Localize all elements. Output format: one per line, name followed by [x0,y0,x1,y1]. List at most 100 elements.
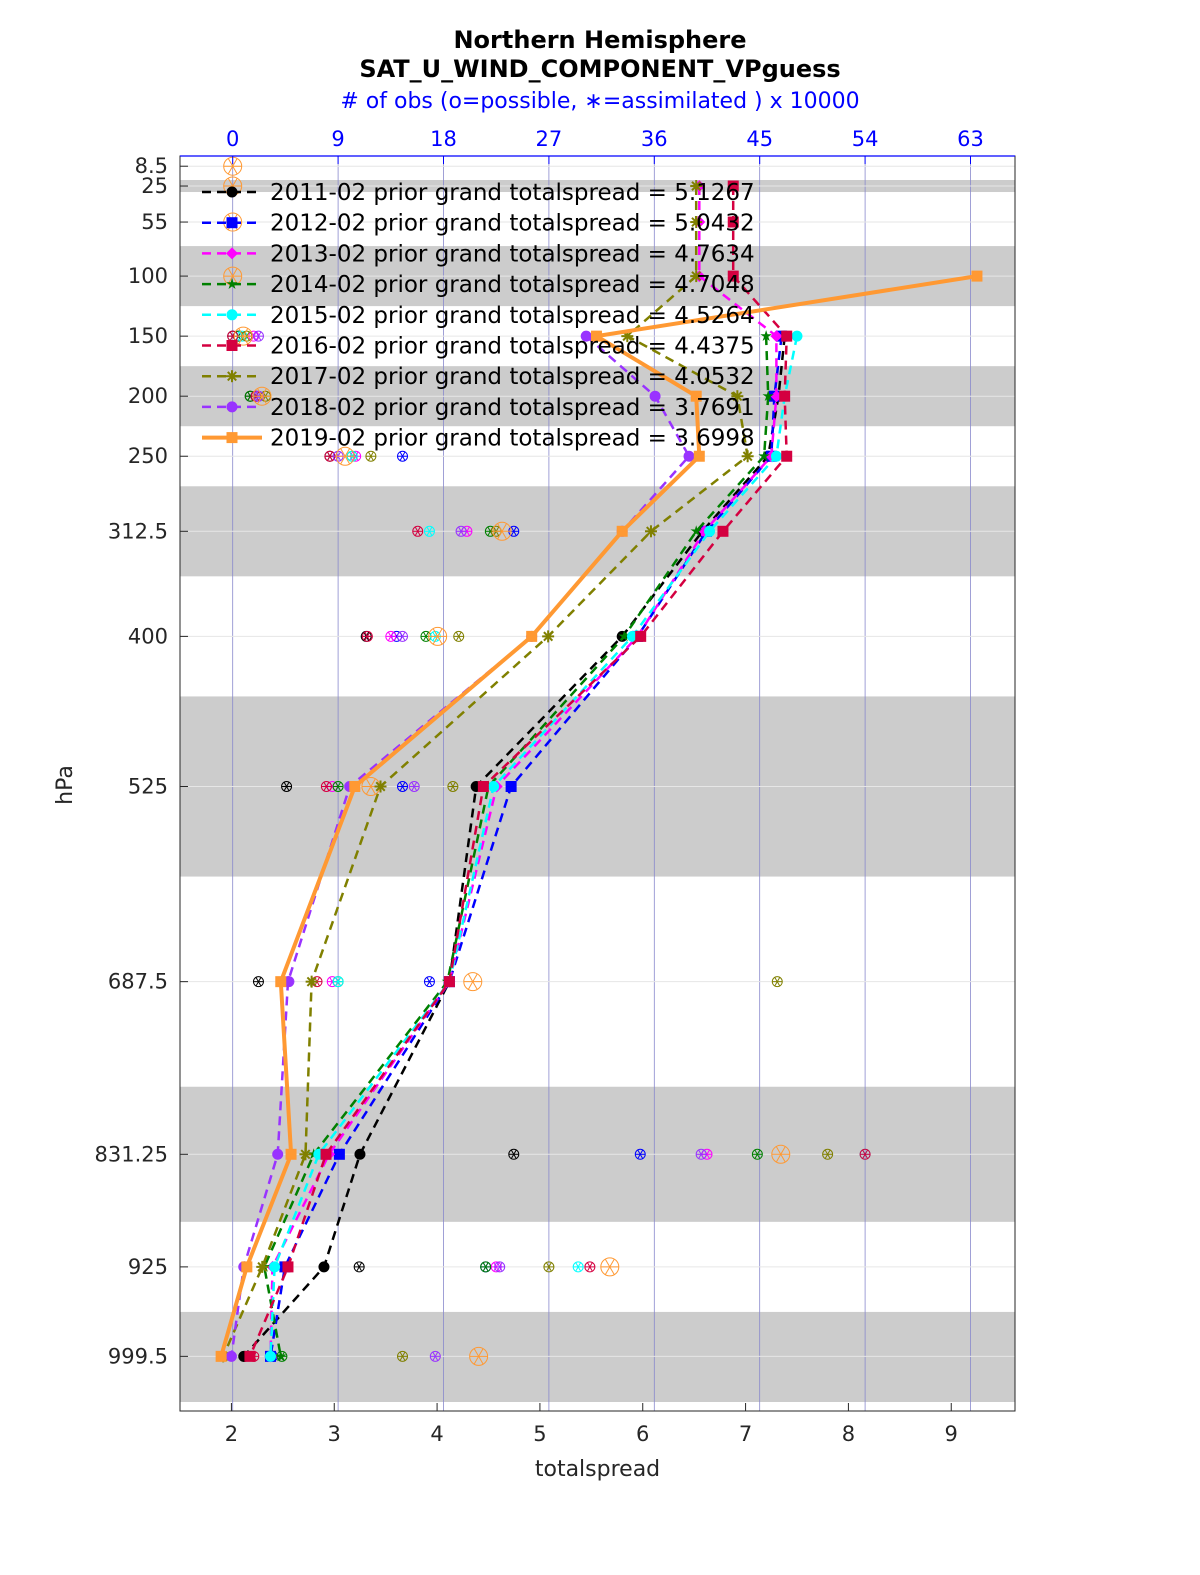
legend-entry: 2015-02 prior grand totalspread = 4.5264 [270,303,755,329]
obs-assimilated-star [255,331,262,341]
obs-assimilated-star [637,1149,644,1159]
obs-assimilated-star [775,1146,786,1163]
x-tick-label: 4 [430,1422,443,1446]
obs-assimilated-star [399,631,406,641]
obs-assimilated-star [283,781,290,792]
series-point [781,330,793,342]
obs-count-marker [463,972,483,992]
series-point [269,1261,281,1273]
series-point [727,270,739,282]
obs-count-marker [332,976,344,988]
y-tick-label: 400 [128,624,168,648]
obs-count-marker [397,450,409,462]
series-point [374,780,387,793]
x-tick-label: 7 [739,1422,752,1446]
obs-count-marker [252,330,264,342]
obs-count-marker [252,976,264,988]
series-point [256,1260,269,1273]
obs-count-marker [397,630,409,642]
obs-count-marker [429,1350,441,1362]
y-tick-label: 831.25 [95,1142,168,1166]
series-point [690,390,702,402]
obs-assimilated-star [411,781,418,792]
obs-count-marker [320,781,332,793]
series-point [320,1148,332,1160]
legend-marker [226,432,238,444]
y-tick-label: 925 [128,1255,168,1279]
obs-count-marker [771,976,783,988]
legend-marker [226,370,238,383]
obs-count-marker [397,781,409,793]
series-point [779,390,791,402]
series-point [349,781,361,793]
obs-assimilated-star [754,1149,761,1159]
legend-marker [226,186,238,198]
obs-assimilated-star [257,388,267,405]
legend-entry: 2019-02 prior grand totalspread = 3.6998 [270,426,755,452]
series-point [770,330,783,343]
obs-count-marker [480,1261,492,1273]
y-tick-label: 55 [141,210,168,234]
obs-assimilated-star [399,1351,406,1361]
top-tick-label: 36 [641,127,668,151]
asterisk-stroke [306,976,317,987]
obs-assimilated-star [335,781,342,792]
obs-count-marker [408,781,420,793]
obs-assimilated-star [227,268,238,285]
obs-assimilated-star [458,526,464,536]
obs-assimilated-star [422,631,429,641]
obs-count-marker [447,781,459,793]
obs-assimilated-star [432,1351,439,1361]
top-tick-label: 45 [746,127,773,151]
obs-assimilated-star [399,451,406,461]
series-point [215,1350,227,1362]
obs-count-marker [771,1144,791,1164]
obs-assimilated-star [426,977,433,987]
asterisk-stroke [375,781,386,792]
series-point [683,450,695,462]
legend-marker [226,340,238,351]
obs-count-marker [584,1261,596,1273]
obs-assimilated-star [387,631,394,641]
obs-count-marker [281,781,293,793]
obs-count-marker [634,1148,646,1160]
y-tick-label: 525 [128,775,168,799]
obs-count-marker [233,326,253,346]
chart-subtitle: SAT_U_WIND_COMPONENT_VPguess [359,55,841,83]
y-tick-label: 8.5 [135,154,168,178]
top-tick-label: 54 [852,127,879,151]
series-point [488,781,500,793]
series-point [225,1350,237,1362]
obs-count-marker [572,1261,584,1273]
obs-count-marker [492,521,512,541]
series-point [477,781,489,793]
series-point [299,1148,312,1161]
obs-assimilated-star [426,526,433,536]
obs-assimilated-star [340,448,351,465]
obs-count-marker [428,626,448,646]
obs-assimilated-star [414,526,421,536]
obs-count-marker [822,1148,834,1160]
legend-entry: 2014-02 prior grand totalspread = 4.7048 [270,272,755,298]
x-tick-label: 9 [945,1422,958,1446]
obs-assimilated-star [604,1258,615,1275]
series-point [727,216,739,228]
y-tick-label: 200 [128,384,168,408]
obs-assimilated-star [432,628,443,645]
asterisk-stroke [622,331,633,342]
obs-assimilated-star [238,328,249,345]
series-point [693,450,705,462]
y-tick-label: 25 [141,174,168,198]
y-tick-label: 100 [128,264,168,288]
y-tick-label: 150 [128,324,168,348]
series-point [781,450,793,462]
series-point [618,630,630,642]
y-axis-label: hPa [53,765,78,805]
x-tick-label: 2 [225,1422,238,1446]
asterisk-stroke [691,181,702,191]
obs-assimilated-star [365,778,376,795]
series-point [241,1261,253,1273]
obs-count-marker [412,525,424,537]
top-tick-label: 9 [331,127,344,151]
obs-assimilated-star [367,451,374,461]
